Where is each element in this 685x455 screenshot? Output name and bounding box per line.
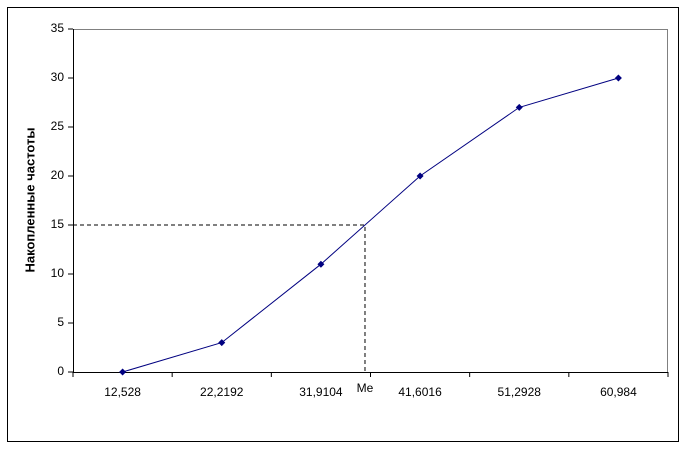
x-tick-label: 22,2192	[200, 385, 244, 399]
y-tick-label: 20	[51, 168, 65, 182]
data-point	[317, 260, 325, 268]
data-point	[119, 368, 127, 376]
data-point	[515, 103, 523, 111]
y-tick-label: 0	[57, 364, 64, 378]
data-point	[614, 74, 622, 82]
median-label: Me	[357, 381, 374, 395]
x-tick-label: 41,6016	[398, 385, 442, 399]
data-point	[416, 172, 424, 180]
x-tick-label: 60,984	[600, 385, 637, 399]
y-tick-label: 30	[51, 70, 65, 84]
x-tick-label: 31,9104	[299, 385, 343, 399]
series-line	[122, 77, 619, 373]
x-tick-label: 51,2928	[498, 385, 542, 399]
y-tick-label: 35	[51, 21, 65, 35]
y-tick-label: 25	[51, 119, 65, 133]
y-tick-label: 10	[51, 266, 65, 280]
y-tick-label: 5	[57, 315, 64, 329]
data-point	[218, 339, 226, 347]
y-tick-label: 15	[51, 217, 65, 231]
x-tick-label: 12,528	[104, 385, 141, 399]
y-axis-title: Накопленные частоты	[22, 128, 37, 273]
